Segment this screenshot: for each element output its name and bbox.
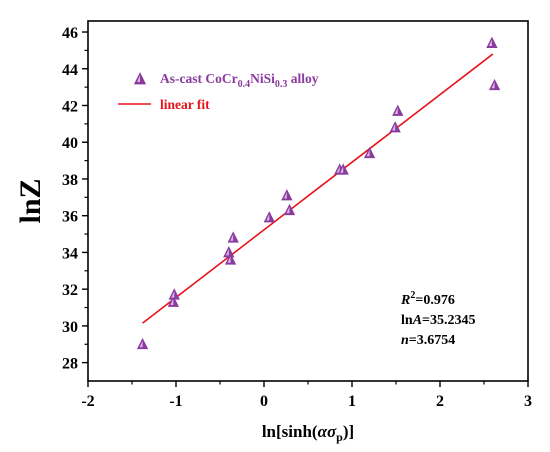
data-point-highlight	[491, 81, 495, 89]
legend-scatter-label: As-cast CoCr0.4NiSi0.3 alloy	[160, 71, 319, 90]
linear-fit-line	[142, 53, 494, 324]
data-point	[337, 163, 349, 175]
data-point	[486, 36, 498, 48]
y-tick-label: 36	[62, 209, 78, 226]
data-point-highlight	[392, 124, 396, 131]
data-point	[488, 78, 501, 91]
x-tick-label: 3	[524, 393, 532, 410]
legend-line-label: linear fit	[160, 97, 210, 112]
data-point-highlight	[170, 298, 174, 306]
data-point-highlight	[336, 166, 340, 173]
data-points	[136, 36, 501, 350]
y-tick-label: 30	[62, 319, 78, 336]
data-point-highlight	[340, 166, 344, 173]
data-point-highlight	[286, 206, 290, 214]
data-point	[223, 246, 235, 258]
y-tick-label: 46	[62, 25, 78, 42]
data-point	[167, 295, 180, 307]
data-point-highlight	[366, 149, 370, 157]
data-point	[136, 337, 149, 350]
x-tick-label: -1	[169, 393, 182, 410]
data-point-highlight	[227, 256, 231, 263]
y-axis-ticks: 28 30 32 34 36 38 40 42 44 46	[62, 25, 88, 373]
data-point	[363, 146, 376, 159]
data-point-highlight	[266, 214, 270, 221]
y-tick-label: 38	[62, 172, 78, 189]
data-point	[283, 203, 296, 216]
data-point	[263, 211, 275, 223]
data-point-highlight	[225, 248, 229, 256]
data-point	[168, 288, 180, 300]
x-tick-label: 2	[436, 393, 444, 410]
x-axis-title: ln[sinh(ασp)]	[262, 422, 354, 444]
y-tick-label: 34	[62, 245, 78, 262]
data-point	[281, 189, 293, 201]
data-point-highlight	[139, 340, 143, 348]
x-axis-ticks: -2 -1 0 1 2 3	[81, 381, 532, 410]
y-tick-label: 44	[62, 62, 78, 79]
legend: As-cast CoCr0.4NiSi0.3 alloy linear fit	[118, 71, 319, 112]
y-tick-label: 40	[62, 135, 78, 152]
x-tick-label: 1	[348, 393, 356, 410]
y-tick-label: 28	[62, 356, 78, 373]
legend-triangle-highlight	[137, 75, 140, 82]
annotation-r2: R2=0.976	[400, 290, 455, 308]
data-point	[392, 104, 404, 116]
data-point-highlight	[394, 107, 398, 114]
annotation-n: n=3.6754	[401, 333, 455, 348]
data-point	[224, 253, 237, 265]
data-point-highlight	[488, 39, 492, 47]
y-tick-label: 32	[62, 282, 78, 299]
annotation-lna: lnA=35.2345	[401, 313, 476, 328]
y-axis-title: lnZ	[14, 178, 47, 223]
data-point-highlight	[171, 291, 175, 298]
data-point	[389, 121, 401, 133]
fit-annotations: R2=0.976 lnA=35.2345 n=3.6754	[400, 290, 476, 348]
data-point	[227, 231, 239, 243]
data-point-highlight	[230, 234, 234, 241]
y-tick-label: 42	[62, 98, 78, 115]
x-tick-label: 0	[260, 393, 268, 410]
x-tick-label: -2	[81, 393, 94, 410]
data-point-highlight	[283, 191, 287, 199]
